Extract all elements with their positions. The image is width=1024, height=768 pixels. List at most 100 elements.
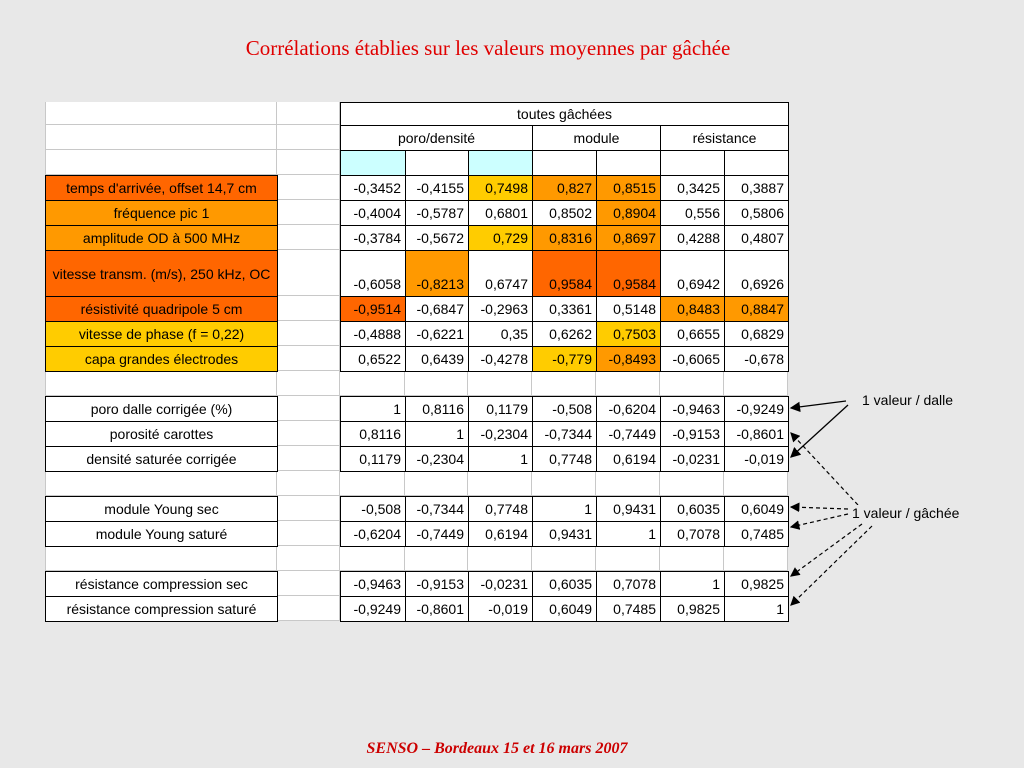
value-cell: 0,6655 bbox=[660, 321, 725, 347]
value-cell: 0,8483 bbox=[660, 296, 725, 322]
grid-cell bbox=[277, 321, 340, 346]
value-cell: 0,8116 bbox=[340, 421, 406, 447]
value-cell: 0,7748 bbox=[532, 446, 597, 472]
annotation: 1 valeur / gâchée bbox=[852, 505, 960, 521]
grid-cell bbox=[277, 175, 340, 200]
value-cell: 0,7498 bbox=[468, 175, 533, 201]
grid-cell bbox=[277, 125, 340, 150]
color-key bbox=[340, 150, 406, 176]
value-cell: 0,9584 bbox=[596, 250, 661, 297]
value-cell: -0,6065 bbox=[660, 346, 725, 372]
value-cell: 0,9431 bbox=[532, 521, 597, 547]
slide-title: Corrélations établies sur les valeurs mo… bbox=[245, 36, 731, 60]
grid-cell bbox=[277, 446, 340, 471]
grid-cell bbox=[277, 521, 340, 546]
row-label: module Young sec bbox=[45, 496, 278, 522]
value-cell: 0,6194 bbox=[468, 521, 533, 547]
grid-cell bbox=[724, 371, 788, 396]
grid-cell bbox=[277, 496, 340, 521]
value-cell: 0,7503 bbox=[596, 321, 661, 347]
grid-cell bbox=[340, 471, 405, 496]
value-cell: -0,9514 bbox=[340, 296, 406, 322]
grid-cell bbox=[405, 471, 468, 496]
grid-cell bbox=[277, 421, 340, 446]
value-cell: 0,9431 bbox=[596, 496, 661, 522]
value-cell: -0,0231 bbox=[660, 446, 725, 472]
grid-cell bbox=[45, 371, 277, 396]
value-cell: -0,9153 bbox=[405, 571, 469, 597]
grid-cell bbox=[596, 471, 660, 496]
value-cell: -0,2304 bbox=[468, 421, 533, 447]
value-cell: 0,35 bbox=[468, 321, 533, 347]
value-cell: -0,019 bbox=[724, 446, 789, 472]
value-cell: -0,678 bbox=[724, 346, 789, 372]
value-cell: 0,9825 bbox=[660, 596, 725, 622]
value-cell: -0,8493 bbox=[596, 346, 661, 372]
color-key bbox=[596, 150, 661, 176]
grid-cell bbox=[724, 471, 788, 496]
value-cell: -0,8601 bbox=[724, 421, 789, 447]
grid-cell bbox=[532, 546, 596, 571]
color-key bbox=[468, 150, 533, 176]
value-cell: 0,8847 bbox=[724, 296, 789, 322]
value-cell: 0,8515 bbox=[596, 175, 661, 201]
value-cell: 1 bbox=[724, 596, 789, 622]
value-cell: -0,0231 bbox=[468, 571, 533, 597]
grid-cell bbox=[724, 546, 788, 571]
row-label: poro dalle corrigée (%) bbox=[45, 396, 278, 422]
value-cell: 0,6262 bbox=[532, 321, 597, 347]
grid-cell bbox=[660, 371, 724, 396]
grid-cell bbox=[596, 546, 660, 571]
value-cell: -0,9463 bbox=[660, 396, 725, 422]
grid-cell bbox=[405, 546, 468, 571]
grid-cell bbox=[277, 200, 340, 225]
grid-cell bbox=[45, 546, 277, 571]
row-label: vitesse de phase (f = 0,22) bbox=[45, 321, 278, 347]
grid-cell bbox=[277, 396, 340, 421]
value-cell: 0,4288 bbox=[660, 225, 725, 251]
grid-cell bbox=[45, 471, 277, 496]
value-cell: 0,6942 bbox=[660, 250, 725, 297]
color-key bbox=[405, 150, 469, 176]
value-cell: 0,827 bbox=[532, 175, 597, 201]
grid-cell bbox=[277, 250, 340, 296]
value-cell: -0,7344 bbox=[532, 421, 597, 447]
row-label: fréquence pic 1 bbox=[45, 200, 278, 226]
value-cell: -0,4004 bbox=[340, 200, 406, 226]
grid-cell bbox=[45, 150, 277, 175]
grid-cell bbox=[277, 150, 340, 175]
value-cell: 0,8316 bbox=[532, 225, 597, 251]
grid-cell bbox=[277, 371, 340, 396]
grid-cell bbox=[277, 596, 340, 621]
value-cell: 0,8697 bbox=[596, 225, 661, 251]
gachee-arrows bbox=[789, 432, 873, 606]
grid-cell bbox=[468, 546, 532, 571]
footer: SENSO – Bordeaux 15 et 16 mars 2007 bbox=[366, 740, 628, 757]
value-cell: 1 bbox=[596, 521, 661, 547]
row-label: porosité carottes bbox=[45, 421, 278, 447]
grid-cell bbox=[277, 102, 340, 125]
value-cell: -0,7449 bbox=[405, 521, 469, 547]
row-label: résistance compression saturé bbox=[45, 596, 278, 622]
grid-cell bbox=[45, 102, 277, 125]
row-label: module Young saturé bbox=[45, 521, 278, 547]
grid-cell bbox=[277, 225, 340, 250]
grid-cell bbox=[277, 571, 340, 596]
value-cell: 1 bbox=[468, 446, 533, 472]
grid-cell bbox=[660, 471, 724, 496]
value-cell: 1 bbox=[340, 396, 406, 422]
value-cell: 0,6801 bbox=[468, 200, 533, 226]
grid-cell bbox=[340, 371, 405, 396]
value-cell: 0,6829 bbox=[724, 321, 789, 347]
value-cell: 0,1179 bbox=[340, 446, 406, 472]
value-cell: 0,6747 bbox=[468, 250, 533, 297]
value-cell: 0,6439 bbox=[405, 346, 469, 372]
value-cell: -0,6204 bbox=[340, 521, 406, 547]
grid-cell bbox=[340, 546, 405, 571]
value-cell: -0,6204 bbox=[596, 396, 661, 422]
value-cell: -0,508 bbox=[340, 496, 406, 522]
grid-cell bbox=[277, 346, 340, 371]
grid-cell bbox=[468, 371, 532, 396]
